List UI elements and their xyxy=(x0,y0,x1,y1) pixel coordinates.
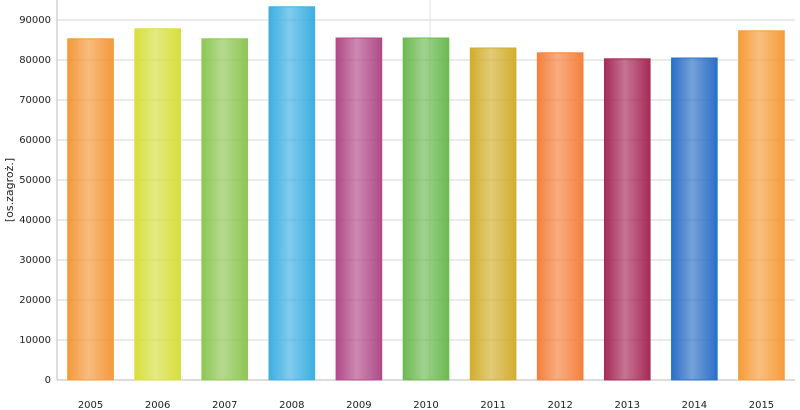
y-tick-label: 70000 xyxy=(19,95,51,106)
x-tick-label: 2014 xyxy=(682,400,707,410)
y-tick-label: 60000 xyxy=(19,135,51,146)
bar xyxy=(738,30,785,381)
y-tick-label: 10000 xyxy=(19,335,51,346)
y-tick-label: 50000 xyxy=(19,175,51,186)
x-tick-label: 2006 xyxy=(145,400,170,410)
y-tick-label: 40000 xyxy=(19,215,51,226)
x-tick-label: 2005 xyxy=(78,400,103,410)
bar xyxy=(671,57,718,381)
bar xyxy=(469,47,517,381)
y-axis-label: [os.zagroż.] xyxy=(3,158,16,222)
y-tick-label: 0 xyxy=(45,375,51,386)
bar xyxy=(134,28,181,381)
y-tick-label: 80000 xyxy=(19,55,51,66)
bar xyxy=(536,52,584,381)
x-tick-label: 2009 xyxy=(346,400,371,410)
y-tick-label: 20000 xyxy=(19,295,51,306)
x-tick-label: 2011 xyxy=(480,400,505,410)
bar xyxy=(268,6,316,381)
x-tick-label: 2007 xyxy=(212,400,237,410)
y-tick-label: 30000 xyxy=(19,255,51,266)
y-tick-label: 90000 xyxy=(19,15,51,26)
x-tick-label: 2013 xyxy=(615,400,640,410)
x-tick-label: 2015 xyxy=(749,400,774,410)
bar xyxy=(67,38,114,381)
bar xyxy=(603,58,651,381)
bar xyxy=(335,37,383,381)
bar xyxy=(201,38,249,381)
x-tick-label: 2012 xyxy=(547,400,572,410)
bar xyxy=(402,37,450,381)
x-tick-label: 2010 xyxy=(413,400,438,410)
x-tick-label: 2008 xyxy=(279,400,304,410)
